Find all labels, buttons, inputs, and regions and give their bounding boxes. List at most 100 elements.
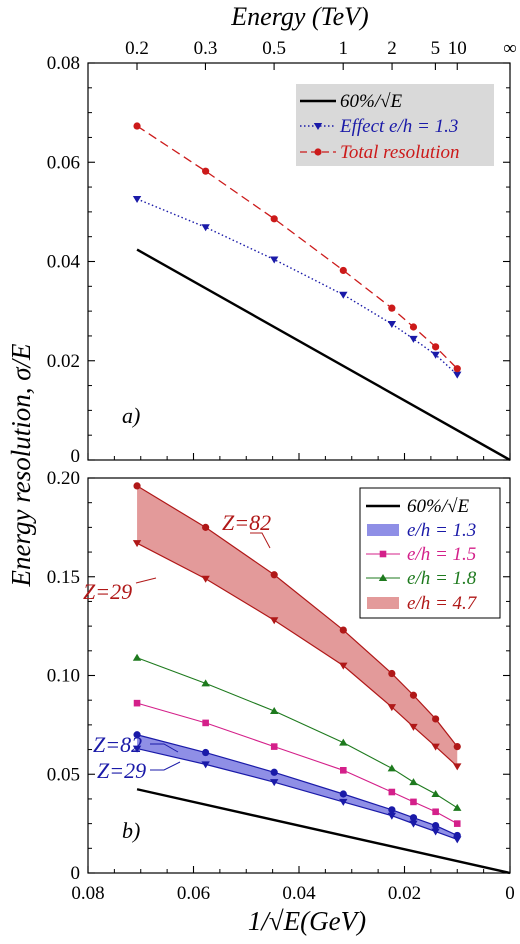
eh-4.7-upper-point <box>133 482 141 490</box>
eh-1.3-lower-point <box>132 745 142 753</box>
z29-blue-annotation: Z=29 <box>97 758 146 783</box>
top-axis-tick-label: 0.2 <box>125 38 149 59</box>
panel-a-legend-label: 60%/√E <box>340 91 403 112</box>
panel-b-legend-swatch-band <box>367 597 399 609</box>
eh-4.7-upper-point <box>388 669 396 678</box>
eh-1.5-line <box>136 702 458 825</box>
eh-1.8-line <box>136 657 458 809</box>
eh-4.7-lower-line <box>136 542 458 767</box>
eh-1.8-point <box>132 653 142 661</box>
eh-1.3-lower-point <box>270 779 279 787</box>
eh-1.3-lower-point <box>409 820 418 828</box>
eh-1.8-point <box>409 778 418 786</box>
eh-1.5-point <box>388 788 396 796</box>
effect-eh-1.3-point <box>431 351 440 359</box>
panel-b-x-tick-label: 0.06 <box>177 883 210 904</box>
top-axis-tick-label: 1 <box>338 38 348 59</box>
total-resolution-point <box>202 167 210 175</box>
eh-1.8-point <box>387 764 397 772</box>
eh-1.5-point <box>340 767 347 774</box>
panel-b-label: b) <box>122 818 140 843</box>
eh-1.3-upper-point <box>432 822 440 830</box>
panel-a-y-tick-label: 0.06 <box>47 152 80 173</box>
effect-eh-1.3-point <box>409 335 418 343</box>
reference-line-60pct <box>136 248 511 462</box>
z29-red-annotation: Z=29 <box>83 579 132 604</box>
panel-b-y-tick-label: 0.20 <box>47 468 80 489</box>
total-resolution-line <box>136 125 458 370</box>
eh-4.7-upper-line <box>136 485 458 747</box>
eh-4.7-lower-point <box>409 723 418 731</box>
z29-blue-leader <box>150 761 181 771</box>
eh-1.3-upper-point <box>409 814 418 822</box>
panel-a: 0 0.02 0.04 0.06 0.08 60%/√E Effect e/h = 1.3 T… <box>47 53 511 467</box>
eh-4.7-lower-point <box>132 540 142 548</box>
panel-b-y-tick-label: 0.05 <box>47 764 80 785</box>
eh-4.7-lower-point <box>453 763 462 771</box>
eh-1.3-upper-point <box>202 748 210 757</box>
eh-1.8-point <box>270 707 279 715</box>
panel-b-x-tick-label: 0.08 <box>71 883 104 904</box>
panel-b-legend-label: e/h = 1.3 <box>407 520 476 541</box>
effect-eh-1.3-point <box>132 195 142 203</box>
z82-red-annotation: Z=82 <box>222 510 271 535</box>
top-axis-tick-label: 10 <box>448 38 467 59</box>
panel-b-x-tick-label: 0.04 <box>282 883 316 904</box>
x-axis-label: 1/√E(GeV) <box>248 906 366 936</box>
eh-4.7-lower-point <box>201 575 210 583</box>
panel-b-legend: 60%/√E e/h = 1.3 e/h = 1.5 e/h = 1.8 e/h = 4… <box>359 487 501 619</box>
z82-blue-leader <box>150 743 179 753</box>
effect-eh-1.3-point <box>453 371 462 379</box>
eh-4.7-upper-point <box>432 715 440 723</box>
top-axis-tick-label: ∞ <box>503 38 517 59</box>
panel-a-legend: 60%/√E Effect e/h = 1.3 Total resolution <box>296 84 494 166</box>
panel-b-legend-label: e/h = 1.8 <box>407 568 477 589</box>
effect-eh-1.3-point <box>270 256 279 264</box>
eh-4.7-lower-point <box>387 704 397 712</box>
x-axis-label-group: 1/√E(GeV) <box>248 906 366 936</box>
panel-b-legend-swatch-marker <box>378 574 388 581</box>
total-resolution-point <box>453 365 461 373</box>
panel-b-legend-swatch-marker <box>379 550 387 558</box>
panel-b-legend-label: e/h = 4.7 <box>407 593 478 614</box>
z82-blue-annotation: Z=82 <box>93 732 142 757</box>
panel-a-y-tick-label: 0.02 <box>47 351 80 372</box>
panel-b-legend-label: e/h = 1.5 <box>407 544 476 565</box>
eh-4.7-upper-point <box>270 571 278 579</box>
eh-1.5-point <box>432 808 439 816</box>
eh-1.3-lower-point <box>339 798 348 806</box>
top-axis-tick-label: 0.5 <box>262 38 286 59</box>
panel-a-y-tick-label: 0.08 <box>47 53 80 74</box>
eh-1.3-lower-point <box>387 812 397 820</box>
effect-eh-1.3-point <box>387 321 397 329</box>
eh-1.8-point <box>201 679 210 687</box>
eh-4.7-band <box>137 485 458 767</box>
z82-red-leader <box>250 532 271 549</box>
eh-1.5-point <box>453 820 461 827</box>
eh-1.3-lower-point <box>201 761 210 769</box>
eh-1.3-band <box>137 734 458 840</box>
eh-1.8-point <box>339 738 348 746</box>
panel-b-legend-label: 60%/√E <box>407 496 470 517</box>
eh-4.7-upper-point <box>339 626 347 634</box>
panel-a-y-tick-label: 0 <box>71 446 81 467</box>
total-resolution-point <box>409 323 418 331</box>
eh-1.3-lower-point <box>431 828 440 836</box>
top-axis-title: Energy (TeV) <box>230 2 368 31</box>
eh-1.3-lower-line <box>136 747 458 840</box>
effect-eh-1.3-point <box>339 291 348 299</box>
panel-b: 00.050.100.150.200.08 0.06 0.04 0.02 0Z=82Z=… <box>47 468 515 904</box>
panel-b-x-tick-label: 0.02 <box>388 883 421 904</box>
panel-a-label: a) <box>122 403 140 428</box>
effect-eh-1.3-point <box>201 224 210 232</box>
eh-4.7-lower-point <box>431 743 440 751</box>
eh-4.7-lower-point <box>339 662 348 670</box>
total-resolution-point <box>388 304 396 312</box>
y-axis-label: Energy resolution, σ/E <box>6 343 36 588</box>
top-axis-tick-label: 5 <box>431 38 441 59</box>
top-energy-axis: Energy (TeV) 0.2 0.3 0.5 1 2 5 10 ∞ <box>125 2 517 70</box>
eh-1.8-point <box>453 803 462 811</box>
reference-line-60pct <box>136 788 511 875</box>
eh-1.5-point <box>133 699 141 707</box>
